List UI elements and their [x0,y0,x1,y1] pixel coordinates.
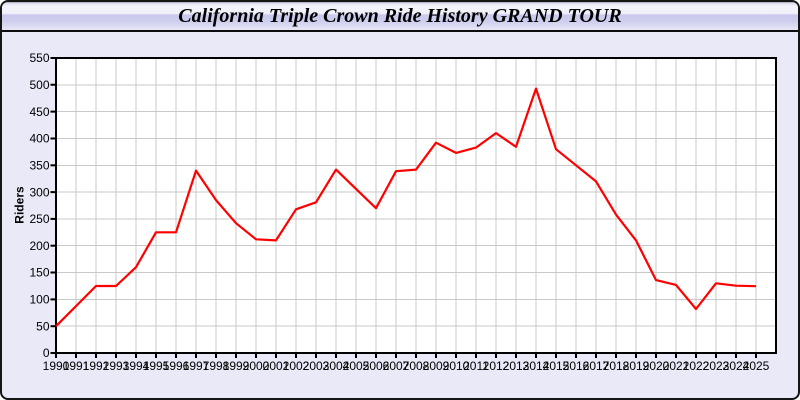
svg-text:2020: 2020 [643,359,670,373]
svg-text:150: 150 [29,266,49,280]
svg-text:2003: 2003 [303,359,330,373]
svg-text:2011: 2011 [463,359,489,373]
svg-text:0: 0 [43,346,50,360]
svg-text:2023: 2023 [703,359,730,373]
svg-text:500: 500 [29,78,49,92]
svg-text:1992: 1992 [83,359,110,373]
svg-text:2007: 2007 [383,359,410,373]
svg-text:1998: 1998 [203,359,230,373]
svg-text:450: 450 [29,105,49,119]
svg-text:2017: 2017 [583,359,610,373]
svg-text:400: 400 [29,132,49,146]
svg-text:300: 300 [29,185,49,199]
svg-text:1995: 1995 [143,359,170,373]
svg-text:1999: 1999 [223,359,250,373]
svg-text:350: 350 [29,159,49,173]
svg-text:2019: 2019 [623,359,650,373]
svg-text:1990: 1990 [43,359,70,373]
svg-text:2005: 2005 [343,359,370,373]
svg-text:2006: 2006 [363,359,390,373]
svg-text:2001: 2001 [263,359,290,373]
svg-text:1996: 1996 [163,359,190,373]
svg-text:2025: 2025 [743,359,770,373]
svg-text:Riders: Riders [13,186,27,224]
svg-text:1994: 1994 [123,359,150,373]
svg-text:2022: 2022 [683,359,710,373]
svg-text:1993: 1993 [103,359,130,373]
svg-text:250: 250 [29,212,49,226]
svg-text:1991: 1991 [63,359,90,373]
svg-text:2012: 2012 [483,359,510,373]
svg-text:2010: 2010 [443,359,470,373]
svg-text:550: 550 [29,51,49,65]
svg-text:2016: 2016 [563,359,590,373]
svg-text:100: 100 [29,293,49,307]
svg-text:2008: 2008 [403,359,430,373]
svg-text:2018: 2018 [603,359,630,373]
svg-text:2021: 2021 [663,359,690,373]
svg-text:2009: 2009 [423,359,450,373]
svg-text:2002: 2002 [283,359,310,373]
svg-text:50: 50 [36,319,50,333]
svg-text:2014: 2014 [523,359,550,373]
svg-text:200: 200 [29,239,49,253]
svg-text:2013: 2013 [503,359,530,373]
svg-text:2004: 2004 [323,359,350,373]
svg-text:2024: 2024 [723,359,750,373]
svg-text:1997: 1997 [183,359,210,373]
svg-text:2015: 2015 [543,359,570,373]
svg-text:2000: 2000 [243,359,270,373]
